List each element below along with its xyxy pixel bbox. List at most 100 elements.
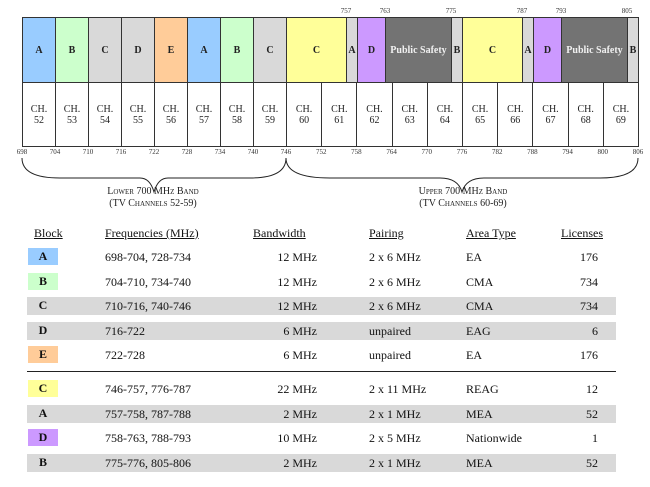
cell-area-type: MEA bbox=[466, 406, 493, 421]
block-swatch: B bbox=[28, 272, 58, 290]
cell-bandwidth: 2 MHz bbox=[283, 406, 317, 421]
cell-pairing: unpaired bbox=[369, 323, 411, 338]
tv-channel-64: CH. 64 bbox=[426, 83, 463, 147]
upper-band-label: Upper 700 MHz Band (TV Channels 60-69) bbox=[378, 186, 548, 210]
spectrum-block-b: B bbox=[627, 17, 639, 83]
frequency-tick: 734 bbox=[214, 148, 226, 156]
frequency-tick: 764 bbox=[386, 148, 397, 156]
header-licenses: Licenses bbox=[561, 226, 603, 240]
cell-licenses: 176 bbox=[580, 250, 598, 264]
channel-prefix: CH. bbox=[436, 103, 454, 115]
top-frequency-marker: 805 bbox=[621, 7, 633, 15]
cell-area-type: EAG bbox=[466, 323, 491, 338]
spectrum-block-a: A bbox=[22, 17, 56, 83]
lower-band-brace bbox=[21, 157, 287, 194]
cell-pairing: 2 x 6 MHz bbox=[369, 299, 421, 313]
tv-channel-69: CH. 69 bbox=[602, 83, 639, 147]
spectrum-block-b: B bbox=[55, 17, 89, 83]
channel-prefix: CH. bbox=[162, 103, 180, 115]
frequency-tick: 752 bbox=[315, 148, 327, 156]
upper-band-channels: (TV Channels 60-69) bbox=[419, 198, 507, 209]
channel-number: 52 bbox=[34, 114, 44, 126]
cell-bandwidth: 6 MHz bbox=[283, 323, 317, 338]
cell-bandwidth: 22 MHz bbox=[277, 382, 317, 396]
frequency-tick: 776 bbox=[456, 148, 468, 156]
tv-channel-56: CH. 56 bbox=[154, 83, 188, 147]
channel-number: 60 bbox=[299, 114, 310, 126]
table-row: B 775-776, 805-806 2 MHz 2 x 1 MHz MEA 52 bbox=[27, 453, 616, 472]
cell-bandwidth: 2 MHz bbox=[283, 455, 317, 470]
channel-number: 57 bbox=[199, 114, 209, 126]
frequency-tick: 710 bbox=[82, 148, 94, 156]
tv-channel-54: CH. 54 bbox=[88, 83, 122, 147]
block-swatch: A bbox=[38, 405, 48, 420]
frequency-tick: 746 bbox=[280, 148, 292, 156]
frequency-tick: 728 bbox=[181, 148, 193, 156]
channel-prefix: CH. bbox=[30, 103, 48, 115]
cell-frequencies: 698-704, 728-734 bbox=[105, 250, 191, 264]
frequency-tick: 740 bbox=[247, 148, 259, 156]
channel-number: 61 bbox=[334, 114, 345, 126]
channel-number: 67 bbox=[545, 114, 556, 126]
cell-licenses: 734 bbox=[580, 274, 598, 289]
cell-area-type: EA bbox=[466, 250, 482, 264]
block-swatch: B bbox=[38, 454, 47, 469]
channel-prefix: CH. bbox=[63, 103, 81, 115]
upper-band-brace bbox=[285, 157, 639, 194]
top-frequency-marker: 757 bbox=[340, 7, 352, 15]
channel-prefix: CH. bbox=[228, 103, 246, 115]
cell-frequencies: 758-763, 788-793 bbox=[105, 431, 191, 445]
tv-channel-65: CH. 65 bbox=[462, 83, 499, 147]
channel-number: 55 bbox=[133, 114, 143, 126]
header-frequencies: Frequencies (MHz) bbox=[105, 226, 199, 240]
channel-prefix: CH. bbox=[542, 103, 559, 115]
top-frequency-marker: 793 bbox=[555, 7, 567, 15]
band-braces bbox=[21, 157, 639, 194]
cell-pairing: 2 x 6 MHz bbox=[369, 274, 421, 289]
frequency-tick: 758 bbox=[351, 148, 362, 156]
channel-number: 68 bbox=[580, 114, 591, 126]
channel-number: 66 bbox=[510, 114, 521, 126]
channel-number: 62 bbox=[369, 114, 380, 126]
cell-frequencies: 704-710, 734-740 bbox=[105, 274, 191, 289]
tv-channel-52: CH. 52 bbox=[22, 83, 56, 147]
cell-area-type: EA bbox=[466, 348, 482, 362]
cell-frequencies: 757-758, 787-788 bbox=[105, 406, 191, 421]
cell-area-type: REAG bbox=[466, 382, 499, 396]
block-swatch: D bbox=[38, 322, 48, 337]
spectrum-block-c: C bbox=[462, 17, 523, 83]
cell-licenses: 12 bbox=[586, 382, 598, 396]
channel-prefix: CH. bbox=[96, 103, 114, 115]
header-bandwidth: Bandwidth bbox=[253, 226, 306, 240]
top-frequency-marker: 763 bbox=[379, 7, 391, 15]
channel-number: 69 bbox=[615, 114, 626, 126]
tv-channel-59: CH. 59 bbox=[253, 83, 287, 147]
cell-area-type: CMA bbox=[466, 299, 494, 313]
cell-licenses: 176 bbox=[580, 348, 598, 362]
cell-licenses: 52 bbox=[586, 406, 598, 421]
frequency-tick: 782 bbox=[491, 148, 503, 156]
block-swatch: A bbox=[28, 248, 58, 265]
frequency-tick: 770 bbox=[421, 148, 433, 156]
cell-licenses: 6 bbox=[592, 323, 598, 338]
lower-band-channels: (TV Channels 52-59) bbox=[109, 198, 197, 209]
cell-area-type: CMA bbox=[466, 274, 494, 289]
tv-channel-57: CH. 57 bbox=[187, 83, 221, 147]
spectrum-block-public-safety: Public Safety bbox=[561, 17, 628, 83]
table-row: C 710-716, 740-746 12 MHz 2 x 6 MHz CMA 734 bbox=[27, 297, 616, 315]
cell-pairing: 2 x 1 MHz bbox=[369, 455, 421, 470]
cell-pairing: unpaired bbox=[369, 348, 411, 362]
lower-band-title: Lower 700 MHz Band bbox=[107, 186, 199, 197]
table-row: A 757-758, 787-788 2 MHz 2 x 1 MHz MEA 52 bbox=[27, 404, 616, 423]
channel-number: 59 bbox=[265, 114, 275, 126]
tv-channel-61: CH. 61 bbox=[321, 83, 358, 147]
frequency-tick: 722 bbox=[148, 148, 160, 156]
channel-prefix: CH. bbox=[577, 103, 594, 115]
cell-frequencies: 710-716, 740-746 bbox=[105, 299, 191, 313]
block-swatch: D bbox=[28, 429, 58, 446]
header-area-type: Area Type bbox=[466, 226, 516, 240]
cell-bandwidth: 12 MHz bbox=[277, 250, 317, 264]
cell-licenses: 52 bbox=[586, 455, 598, 470]
block-swatch: C bbox=[28, 380, 58, 397]
frequency-tick: 716 bbox=[115, 148, 127, 156]
